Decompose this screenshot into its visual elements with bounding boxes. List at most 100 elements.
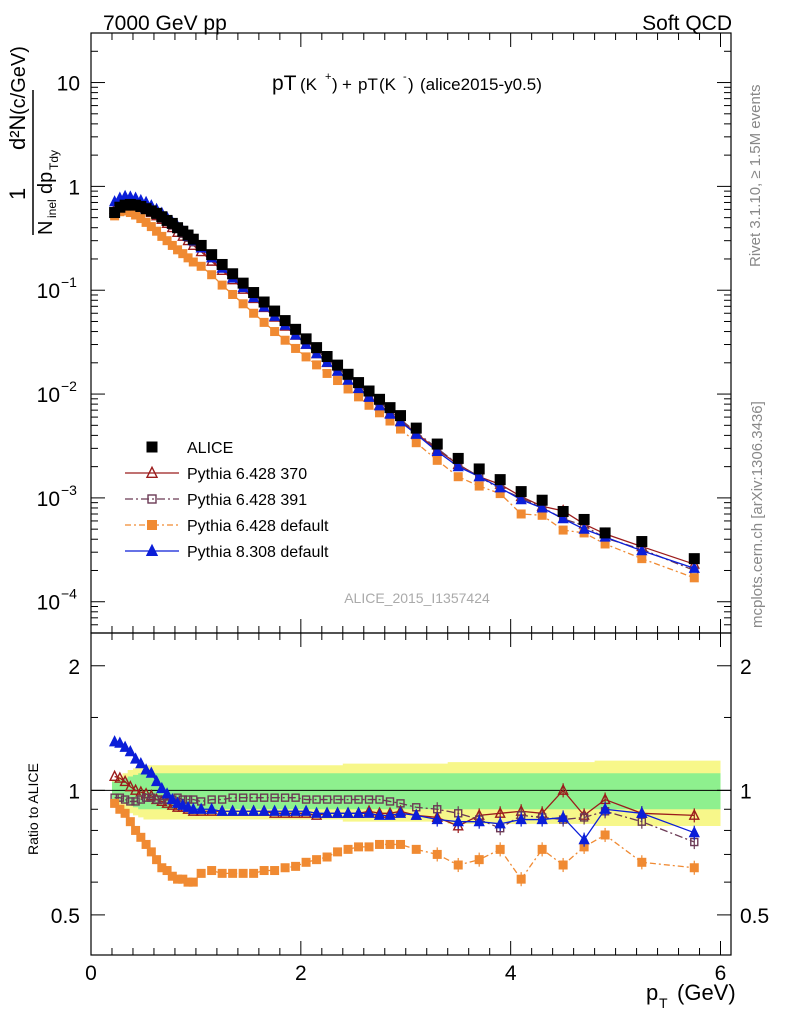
ratio-point	[206, 802, 218, 814]
ratio-point	[195, 802, 207, 814]
ratio-point	[141, 793, 151, 802]
main-point	[364, 400, 374, 410]
ratio-point	[312, 795, 321, 804]
ylabel-den-sub2: Tdy	[47, 150, 61, 170]
main-point	[300, 333, 312, 345]
main-point	[187, 233, 199, 245]
ratio-point	[216, 804, 228, 816]
main-point	[474, 481, 484, 491]
main-frame	[90, 32, 732, 634]
main-point	[354, 392, 364, 402]
y-tick-label: 10	[57, 73, 80, 96]
legend-label: Pythia 6.428 370	[187, 466, 307, 483]
main-point	[259, 317, 269, 327]
ratio-point	[537, 844, 547, 854]
y-tick-label: 10	[37, 280, 60, 303]
ratio-point	[343, 795, 353, 804]
main-point	[494, 474, 506, 486]
ratio-point	[385, 797, 395, 806]
main-point	[410, 427, 422, 439]
main-point	[636, 536, 648, 548]
main-point	[141, 217, 151, 227]
legend-marker	[147, 520, 157, 530]
main-point	[217, 280, 227, 290]
main-point	[342, 368, 354, 380]
main-point	[216, 258, 228, 270]
x-tick-label: 4	[505, 962, 517, 985]
main-point	[291, 343, 301, 353]
main-point	[333, 376, 343, 386]
main-point	[411, 438, 421, 448]
title-tail: (alice2015-y0.5)	[420, 75, 542, 94]
main-point	[270, 327, 280, 337]
ratio-point	[145, 766, 157, 778]
main-point	[146, 222, 156, 232]
ratio-point	[146, 847, 156, 857]
main-point	[228, 289, 238, 299]
main-point	[301, 352, 311, 362]
main-point	[157, 231, 167, 241]
main-point	[452, 452, 464, 464]
main-point	[688, 553, 700, 565]
main-point	[384, 402, 396, 414]
main-point	[269, 305, 281, 317]
y-tick-label-exponent: −2	[61, 378, 77, 394]
main-point	[195, 239, 207, 251]
main-point	[363, 390, 375, 402]
ratio-point	[270, 793, 279, 802]
main-point	[311, 342, 323, 354]
ylabel-num: d²N	[5, 115, 30, 150]
ratio-point	[207, 866, 217, 876]
ratio-point	[301, 795, 311, 804]
ratio-point	[152, 855, 162, 865]
ratio-y-tick-label: 0.5	[51, 905, 80, 928]
main-point	[258, 296, 270, 308]
ratio-y-tick-label: 1	[68, 780, 80, 803]
ratio-point	[688, 826, 700, 838]
ratio-point	[120, 808, 130, 818]
ratio-point	[157, 863, 167, 873]
ylabel-unit: (c/GeV)	[8, 46, 30, 115]
ratio-point	[217, 795, 227, 804]
ratio-point	[343, 844, 353, 854]
ratio-point	[115, 804, 125, 814]
ylabel-den-sub: inel	[45, 199, 59, 218]
ratio-point	[352, 806, 365, 818]
main-point	[290, 323, 302, 335]
legend-marker	[147, 494, 157, 504]
ratio-point	[375, 795, 384, 804]
main-point	[207, 270, 217, 280]
ratio-point	[557, 810, 569, 822]
main-point	[558, 525, 568, 535]
ratio-point	[119, 774, 131, 787]
ratio-point	[516, 874, 526, 884]
ratio-point	[600, 830, 610, 840]
ratio-point	[119, 740, 131, 752]
main-point	[384, 407, 396, 419]
ratio-point	[173, 874, 183, 884]
ratio-point	[354, 795, 363, 804]
ratio-point	[411, 844, 421, 854]
x-axis-label: p T (GeV)	[646, 980, 736, 1011]
main-series-3	[110, 206, 699, 583]
header-right: Soft QCD	[642, 12, 732, 35]
y-tick-label-exponent: −1	[61, 274, 77, 290]
ratio-point	[167, 871, 177, 881]
ratio-point	[453, 860, 463, 870]
ratio-point	[110, 798, 120, 808]
ratio-point	[431, 812, 443, 825]
y-tick-label: 10	[37, 384, 60, 407]
ratio-point	[579, 842, 589, 852]
ratio-point	[217, 868, 227, 878]
main-point	[373, 399, 386, 411]
ratio-point	[394, 806, 407, 818]
ratio-point	[131, 825, 141, 835]
ratio-point	[599, 802, 611, 814]
main-point	[578, 522, 590, 534]
mcplots-label: mcplots.cern.ch [arXiv:1306.3436]	[749, 401, 766, 628]
ratio-point	[238, 793, 248, 802]
ratio-point	[136, 832, 146, 842]
xlabel-sub: T	[659, 995, 668, 1011]
title-pt1: pT	[272, 72, 297, 95]
